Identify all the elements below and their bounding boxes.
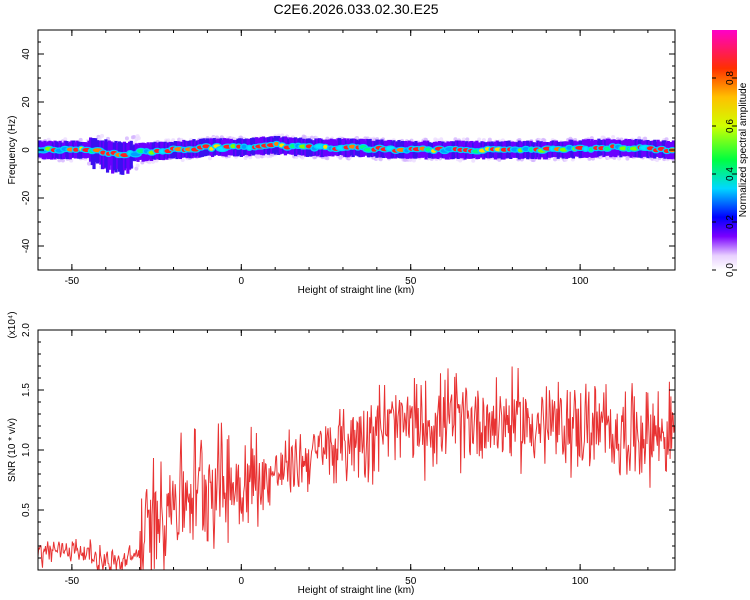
snr-axes: -50 0 50 100 0.5 1.0 1.5 2.0 [21, 323, 675, 587]
spectral-halo-mark [453, 137, 458, 142]
spectral-halo-mark [60, 158, 65, 163]
colorbar-tick-label: 0.0 [725, 263, 736, 277]
spectral-halo-mark [378, 157, 383, 162]
colorbar-tick-label: 0.8 [725, 71, 736, 85]
spectral-band-mark [111, 142, 115, 174]
spectral-halo-mark [461, 137, 466, 142]
spectral-core-mark [230, 144, 237, 149]
spectral-core-mark [100, 150, 106, 155]
spectral-halo-mark [215, 135, 220, 140]
snr-ytick-label: 1.5 [21, 383, 32, 397]
spectral-halo-mark [611, 135, 616, 140]
colorbar-ticks: 0.0 0.2 0.4 0.6 0.8 [712, 71, 737, 277]
spectral-halo-mark [124, 136, 129, 141]
spectral-halo-mark [477, 137, 482, 142]
spectral-core-mark [604, 146, 611, 151]
snr-xtick-label: 100 [572, 576, 589, 587]
spectral-halo-mark [63, 137, 68, 142]
spectral-halo-mark [497, 157, 502, 162]
spectral-halo-mark [86, 161, 91, 166]
spectral-core-mark [522, 146, 530, 151]
snr-series-line [38, 366, 675, 570]
snr-panel: -50 0 50 100 0.5 1.0 1.5 2.0 Height of straight… [7, 311, 676, 596]
spectral-band-mark [119, 142, 123, 175]
colorbar: 0.0 0.2 0.4 0.6 0.8 Normalized spectral ampl… [712, 30, 749, 277]
spectral-halo-mark [69, 158, 74, 163]
spectral-core-mark [236, 144, 241, 149]
spectral-ridge [38, 133, 675, 175]
spectral-halo-mark [136, 136, 141, 141]
spectral-halo-mark [309, 135, 314, 140]
spectral-halo-mark [617, 156, 622, 161]
spectral-halo-mark [325, 156, 330, 161]
spectral-halo-mark [664, 137, 669, 142]
spectrogram-xtick-label: 50 [405, 276, 417, 287]
colorbar-tick-label: 0.6 [725, 119, 736, 133]
spectral-halo-mark [97, 136, 102, 141]
spectral-halo-mark [78, 137, 83, 142]
colorbar-tick-label: 0.4 [725, 167, 736, 181]
spectrogram-xtick-label: 0 [239, 276, 245, 287]
spectral-halo-mark [166, 138, 171, 143]
snr-xtick-label: -50 [65, 576, 80, 587]
spectral-core-mark [202, 144, 210, 149]
spectral-halo-mark [57, 158, 62, 163]
spectral-core-mark [583, 146, 588, 151]
spectrogram-panel: -50 0 50 100 40 20 0 -20 -40 Height of straight … [7, 29, 676, 296]
spectrogram-ytick-label: -20 [21, 190, 32, 205]
spectral-halo-mark [465, 137, 470, 142]
spectral-band-mark [121, 143, 125, 175]
spectral-core-mark [247, 145, 252, 150]
colorbar-label: Normalized spectral amplitude [738, 82, 749, 217]
spectral-halo-mark [147, 160, 152, 165]
spectral-halo-mark [637, 136, 642, 141]
colorbar-gradient [712, 30, 737, 270]
spectrogram-ytick-label: -40 [21, 238, 32, 253]
spectrogram-xlabel: Height of straight line (km) [298, 285, 415, 296]
spectrogram-ytick-label: 20 [21, 96, 32, 108]
spectral-halo-mark [542, 138, 547, 143]
spectrogram-axes: -50 0 50 100 40 20 0 -20 -40 [21, 29, 675, 287]
spectral-core-mark [323, 144, 328, 149]
spectral-band-mark [126, 143, 130, 174]
colorbar-tick-label: 0.2 [725, 215, 736, 229]
snr-xtick-label: 0 [239, 576, 245, 587]
spectral-band-mark [112, 142, 116, 171]
snr-xtick-label: 50 [405, 576, 417, 587]
spectral-halo-mark [100, 133, 105, 138]
snr-ytick-label: 2.0 [21, 323, 32, 337]
spectral-halo-mark [207, 156, 212, 161]
spectral-halo-mark [135, 163, 140, 168]
spectrogram-ylabel: Frequency (Hz) [7, 116, 18, 185]
spectral-halo-mark [487, 137, 492, 142]
snr-ytick-label: 1.0 [21, 443, 32, 457]
spectral-band-mark [105, 141, 110, 173]
spectral-halo-mark [256, 154, 261, 159]
spectrogram-ytick-label: 0 [21, 147, 32, 153]
spectrogram-ytick-label: 40 [21, 48, 32, 60]
spectral-core-mark [566, 145, 573, 150]
spectral-halo-mark [134, 166, 139, 171]
chart-title: C2E6.2026.033.02.30.E25 [273, 1, 438, 17]
spectral-halo-mark [553, 157, 558, 162]
spectral-core-mark [73, 147, 79, 152]
spectrogram-xtick-label: 100 [572, 276, 589, 287]
spectral-halo-mark [300, 155, 305, 160]
spectrogram-xtick-label: -50 [65, 276, 80, 287]
spectral-halo-mark [280, 133, 285, 138]
snr-xlabel: Height of straight line (km) [298, 585, 415, 596]
snr-scale-label: (x10⁴) [7, 311, 18, 338]
spectral-halo-mark [643, 136, 648, 141]
spectral-halo-mark [471, 158, 476, 163]
spectral-halo-mark [408, 158, 413, 163]
spectral-core-mark [241, 144, 247, 149]
snr-ytick-label: 0.5 [21, 503, 32, 517]
spectral-halo-mark [625, 156, 630, 161]
snr-ylabel: SNR (10 * v/v) [7, 418, 18, 482]
spectral-halo-mark [302, 135, 307, 140]
